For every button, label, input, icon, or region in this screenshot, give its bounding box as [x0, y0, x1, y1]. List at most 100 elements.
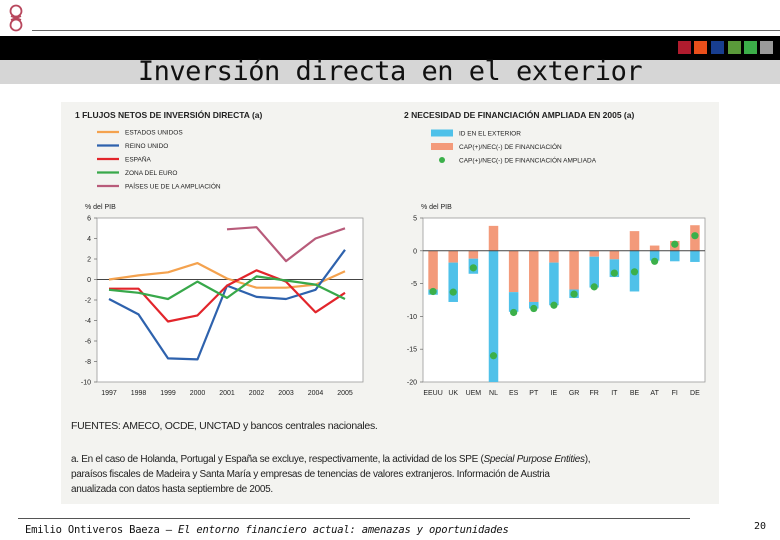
header-square-4 [728, 41, 741, 54]
chart2-dot-ampliada [469, 264, 477, 272]
footnote-italic: Special Purpose Entities [483, 454, 586, 465]
chart2-bar-id [690, 250, 700, 262]
chart2-legend-swatch [439, 157, 445, 163]
sources-text: FUENTES: AMECO, OCDE, UNCTAD y bancos ce… [71, 420, 378, 432]
slide-title: Inversión directa en el exterior [137, 56, 643, 87]
chart2-bar-id [508, 292, 519, 312]
header-band [0, 36, 780, 60]
chart2-xtick-label: NL [489, 390, 498, 397]
chart1-xtick-label: 2005 [337, 390, 353, 397]
footer-rule [18, 518, 690, 519]
title-band [0, 60, 780, 84]
chart1-xtick-label: 1999 [160, 390, 176, 397]
chart2-bar-cap [428, 250, 438, 290]
chart1-ytick-label: -2 [85, 298, 91, 305]
chart2-dot-ampliada [510, 308, 518, 317]
chart2-bar-id [448, 262, 458, 302]
chart-panel: 1 FLUJOS NETOS DE INVERSIÓN DIRECTA (a) … [61, 102, 719, 504]
chart2-dot-ampliada [530, 304, 538, 313]
chart2-ytick-label: -15 [407, 347, 417, 354]
chart2-ylabel: % del PIB [421, 204, 452, 211]
chart1-legend-label: ESPAÑA [125, 155, 152, 164]
chart1-xtick-label: 2003 [278, 390, 294, 397]
header-square-3 [711, 41, 724, 54]
chart2-legend-label: ID EN EL EXTERIOR [459, 131, 521, 138]
chart1-legend-label: ZONA DEL EURO [125, 170, 178, 177]
chart2-dot-ampliada [570, 290, 578, 298]
logo-icon [9, 4, 23, 32]
chart2-bar-id [589, 256, 599, 288]
chart2-ytick-label: -10 [407, 314, 417, 321]
chart1-ytick-label: -8 [85, 359, 91, 366]
chart1-legend-label: ESTADOS UNIDOS [125, 130, 183, 137]
chart2-dot-ampliada [449, 288, 457, 296]
chart1-xtick-label: 1997 [101, 390, 117, 397]
chart1-ylabel: % del PIB [85, 204, 116, 211]
chart1-ytick-label: -6 [85, 339, 91, 346]
chart2-xtick-label: GR [569, 390, 580, 397]
chart2-legend-swatch [431, 129, 453, 137]
footer-author: Emilio Ontiveros Baeza – [25, 524, 179, 536]
chart2-legend-swatch [431, 143, 453, 150]
chart2-xtick-label: UEM [466, 390, 482, 397]
chart2-dot-ampliada [489, 352, 498, 360]
chart2-xtick-label: DE [690, 390, 700, 397]
page-number: 20 [754, 521, 767, 532]
header-square-5 [744, 41, 757, 54]
chart2-dot-ampliada [429, 287, 437, 296]
header-square-1 [678, 41, 691, 54]
chart2-xtick-label: PT [529, 390, 539, 397]
chart2-bar-cap [529, 250, 539, 302]
chart2-bar-cap [468, 250, 479, 259]
chart1-ytick-label: 2 [87, 257, 91, 264]
chart2-bar-id [609, 259, 620, 278]
chart2-dot-ampliada [691, 232, 699, 240]
footnote-part1: a. En el caso de Holanda, Portugal y Esp… [71, 454, 484, 465]
footnote: a. En el caso de Holanda, Portugal y Esp… [71, 452, 591, 497]
chart1-xtick-label: 2004 [308, 390, 324, 397]
chart1-series-line [108, 275, 346, 301]
chart2-xtick-label: FR [590, 390, 599, 397]
chart1-xtick-label: 2000 [190, 390, 206, 397]
chart2-frame [422, 217, 706, 383]
chart2-dot-ampliada [630, 268, 639, 276]
chart1-legend-label: PAÍSES UE DE LA AMPLIACIÓN [125, 182, 221, 191]
footer-text: Emilio Ontiveros Baeza – El entorno fina… [25, 524, 509, 536]
chart2-bar-cap [549, 250, 559, 263]
chart2-dot-ampliada [610, 269, 618, 277]
chart2-xtick-label: FI [672, 390, 678, 397]
chart2-xtick-label: ES [509, 390, 519, 397]
chart1-legend-label: REINO UNIDO [125, 143, 168, 150]
chart2-dot-ampliada [671, 240, 679, 248]
chart1-series-line [108, 262, 346, 289]
chart2-bar-cap [569, 250, 579, 290]
chart2-xtick-label: EEUU [423, 390, 442, 397]
chart1-ytick-label: 4 [87, 236, 91, 243]
chart1-ytick-label: -10 [81, 380, 91, 387]
chart2-xtick-label: IT [611, 390, 618, 397]
chart1-ytick-label: -4 [85, 318, 91, 325]
chart2-bar-id [670, 250, 680, 262]
chart1-xtick-label: 2001 [219, 390, 235, 397]
chart2-xtick-label: IE [551, 390, 558, 397]
chart2-legend-label: CAP(+)/NEC(-) DE FINANCIACIÓN [459, 142, 562, 151]
chart2-ytick-label: 5 [413, 216, 417, 223]
chart2-xtick-label: BE [630, 390, 640, 397]
charts-svg: 1 FLUJOS NETOS DE INVERSIÓN DIRECTA (a) … [75, 109, 706, 397]
chart2-dot-ampliada [651, 257, 659, 265]
chart2-bar-cap [508, 250, 519, 293]
chart2-ytick-label: -20 [407, 380, 417, 387]
chart2-bar-cap [589, 250, 599, 257]
chart2-bar-id [649, 250, 660, 261]
chart1-series-line [226, 226, 346, 263]
chart2-bar-id [488, 250, 499, 382]
chart2-legend-label: CAP(+)/NEC(-) DE FINANCIACIÓN AMPLIADA [459, 156, 597, 165]
chart2-xtick-label: AT [650, 390, 659, 397]
chart2-dot-ampliada [550, 301, 558, 309]
header-square-2 [694, 41, 707, 54]
chart2-bar-id [549, 262, 559, 306]
chart1-frame [96, 217, 364, 383]
chart2-dot-ampliada [590, 283, 598, 291]
chart2-title: 2 NECESIDAD DE FINANCIACIÓN AMPLIADA EN … [404, 109, 634, 120]
chart2-bar-cap [629, 231, 640, 251]
